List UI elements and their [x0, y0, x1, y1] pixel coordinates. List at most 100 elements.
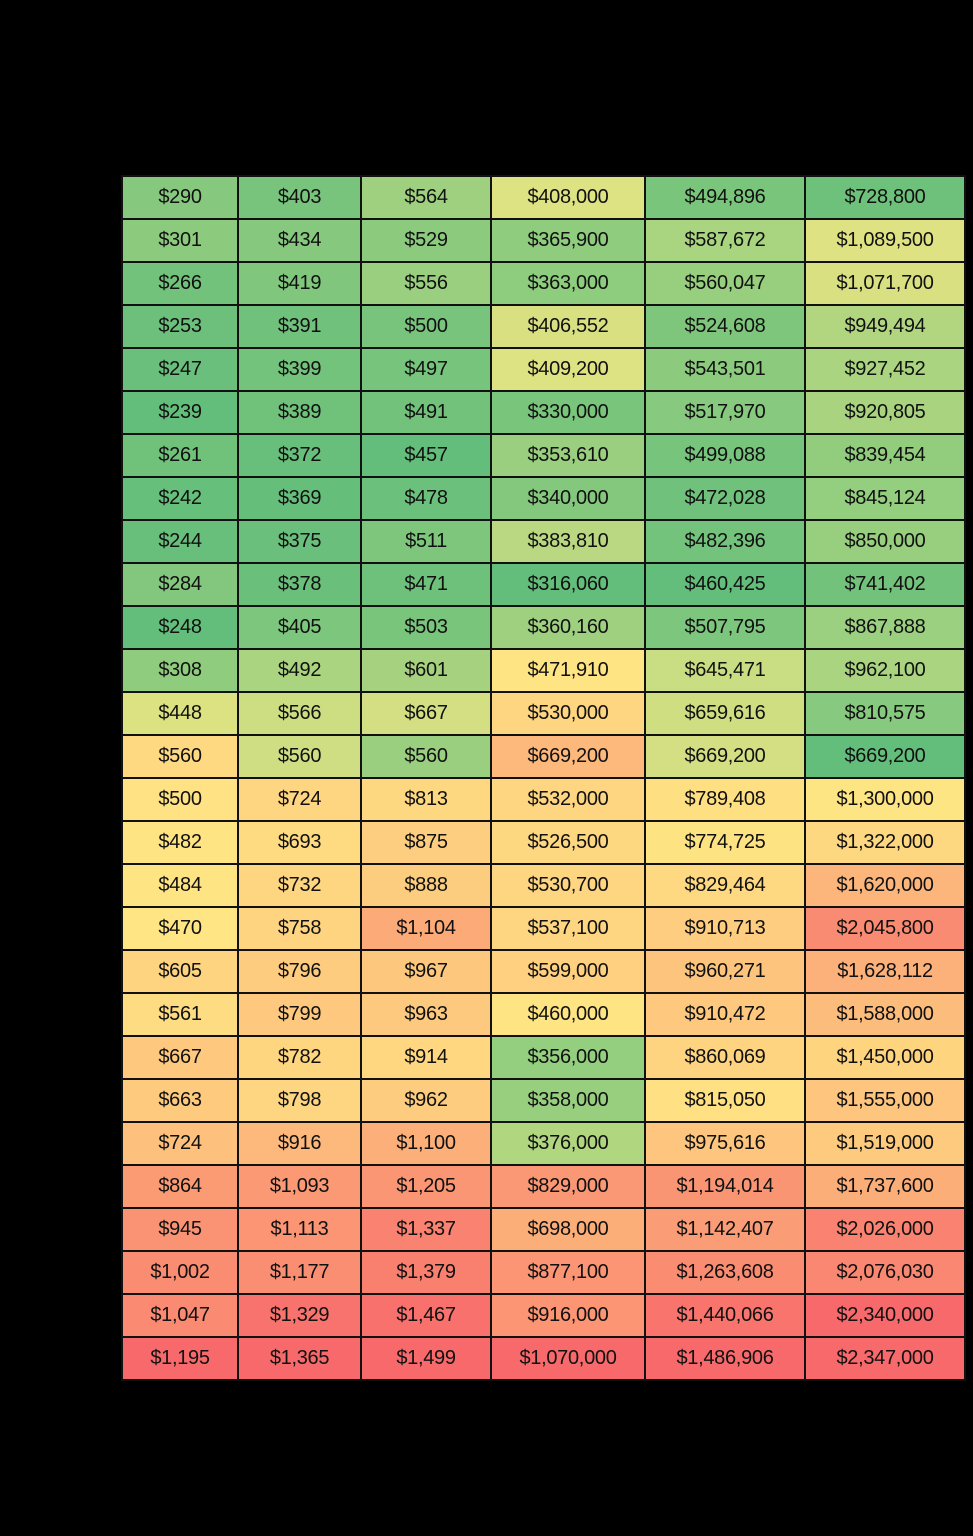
- table-cell: $560: [360, 734, 492, 779]
- table-cell: $330,000: [490, 390, 646, 435]
- table-cell: $482,396: [644, 519, 806, 564]
- table-cell: $698,000: [490, 1207, 646, 1252]
- table-cell: $484: [121, 863, 239, 908]
- table-cell: $470: [121, 906, 239, 951]
- table-cell: $1,300,000: [804, 777, 966, 822]
- table-cell: $242: [121, 476, 239, 521]
- table-cell: $693: [237, 820, 362, 865]
- table-cell: $561: [121, 992, 239, 1037]
- table-cell: $910,472: [644, 992, 806, 1037]
- table-cell: $261: [121, 433, 239, 478]
- table-cell: $850,000: [804, 519, 966, 564]
- table-cell: $1,499: [360, 1336, 492, 1381]
- table-cell: $799: [237, 992, 362, 1037]
- table-cell: $405: [237, 605, 362, 650]
- table-cell: $360,160: [490, 605, 646, 650]
- table-row: $945 $1,113 $1,337 $698,000 $1,142,407 $2,026…: [121, 1207, 966, 1252]
- table-cell: $247: [121, 347, 239, 392]
- table-cell: $375: [237, 519, 362, 564]
- table-row: $248 $405 $503 $360,160 $507,795 $867,888: [121, 605, 966, 650]
- table-cell: $860,069: [644, 1035, 806, 1080]
- table-cell: $667: [121, 1035, 239, 1080]
- table-row: $667 $782 $914 $356,000 $860,069 $1,450,000: [121, 1035, 966, 1080]
- table-cell: $284: [121, 562, 239, 607]
- table-cell: $845,124: [804, 476, 966, 521]
- table-row: $253 $391 $500 $406,552 $524,608 $949,494: [121, 304, 966, 349]
- table-cell: $556: [360, 261, 492, 306]
- table-cell: $864: [121, 1164, 239, 1209]
- table-cell: $875: [360, 820, 492, 865]
- table-cell: $290: [121, 175, 239, 220]
- table-cell: $1,588,000: [804, 992, 966, 1037]
- table-cell: $1,379: [360, 1250, 492, 1295]
- table-cell: $1,467: [360, 1293, 492, 1338]
- table-cell: $724: [237, 777, 362, 822]
- table-cell: $406,552: [490, 304, 646, 349]
- table-cell: $460,425: [644, 562, 806, 607]
- table-row: $308 $492 $601 $471,910 $645,471 $962,100: [121, 648, 966, 693]
- table-cell: $1,194,014: [644, 1164, 806, 1209]
- table-cell: $2,340,000: [804, 1293, 966, 1338]
- table-cell: $669,200: [490, 734, 646, 779]
- table-row: $1,195 $1,365 $1,499 $1,070,000 $1,486,906 $2…: [121, 1336, 966, 1381]
- table-row: $261 $372 $457 $353,610 $499,088 $839,454: [121, 433, 966, 478]
- table-row: $284 $378 $471 $316,060 $460,425 $741,402: [121, 562, 966, 607]
- table-cell: $605: [121, 949, 239, 994]
- table-cell: $471: [360, 562, 492, 607]
- table-row: $247 $399 $497 $409,200 $543,501 $927,452: [121, 347, 966, 392]
- table-cell: $524,608: [644, 304, 806, 349]
- table-cell: $945: [121, 1207, 239, 1252]
- table-cell: $963: [360, 992, 492, 1037]
- table-cell: $1,047: [121, 1293, 239, 1338]
- table-row: $482 $693 $875 $526,500 $774,725 $1,322,000: [121, 820, 966, 865]
- table-row: $290 $403 $564 $408,000 $494,896 $728,800: [121, 175, 966, 220]
- table-cell: $789,408: [644, 777, 806, 822]
- table-cell: $365,900: [490, 218, 646, 263]
- table-cell: $1,628,112: [804, 949, 966, 994]
- table-row: $239 $389 $491 $330,000 $517,970 $920,805: [121, 390, 966, 435]
- table-cell: $975,616: [644, 1121, 806, 1166]
- table-cell: $1,737,600: [804, 1164, 966, 1209]
- table-cell: $1,329: [237, 1293, 362, 1338]
- table-cell: $378: [237, 562, 362, 607]
- table-cell: $403: [237, 175, 362, 220]
- table-cell: $667: [360, 691, 492, 736]
- table-cell: $500: [360, 304, 492, 349]
- table-cell: $2,026,000: [804, 1207, 966, 1252]
- table-row: $724 $916 $1,100 $376,000 $975,616 $1,519,000: [121, 1121, 966, 1166]
- table-cell: $599,000: [490, 949, 646, 994]
- table-cell: $492: [237, 648, 362, 693]
- table-cell: $910,713: [644, 906, 806, 951]
- table-cell: $1,177: [237, 1250, 362, 1295]
- table-cell: $839,454: [804, 433, 966, 478]
- table-cell: $2,076,030: [804, 1250, 966, 1295]
- table-cell: $266: [121, 261, 239, 306]
- table-cell: $419: [237, 261, 362, 306]
- table-cell: $1,263,608: [644, 1250, 806, 1295]
- table-cell: $1,071,700: [804, 261, 966, 306]
- table-cell: $1,195: [121, 1336, 239, 1381]
- table-cell: $1,113: [237, 1207, 362, 1252]
- table-row: $500 $724 $813 $532,000 $789,408 $1,300,000: [121, 777, 966, 822]
- table-cell: $829,464: [644, 863, 806, 908]
- table-cell: $867,888: [804, 605, 966, 650]
- table-cell: $1,104: [360, 906, 492, 951]
- table-cell: $363,000: [490, 261, 646, 306]
- table-cell: $796: [237, 949, 362, 994]
- table-cell: $391: [237, 304, 362, 349]
- table-cell: $962,100: [804, 648, 966, 693]
- table-cell: $434: [237, 218, 362, 263]
- table-cell: $2,347,000: [804, 1336, 966, 1381]
- table-cell: $472,028: [644, 476, 806, 521]
- table-cell: $724: [121, 1121, 239, 1166]
- table-cell: $457: [360, 433, 492, 478]
- table-cell: $530,000: [490, 691, 646, 736]
- table-cell: $601: [360, 648, 492, 693]
- table-cell: $560,047: [644, 261, 806, 306]
- table-cell: $537,100: [490, 906, 646, 951]
- table-cell: $949,494: [804, 304, 966, 349]
- table-cell: $248: [121, 605, 239, 650]
- table-cell: $369: [237, 476, 362, 521]
- table-cell: $1,100: [360, 1121, 492, 1166]
- table-cell: $517,970: [644, 390, 806, 435]
